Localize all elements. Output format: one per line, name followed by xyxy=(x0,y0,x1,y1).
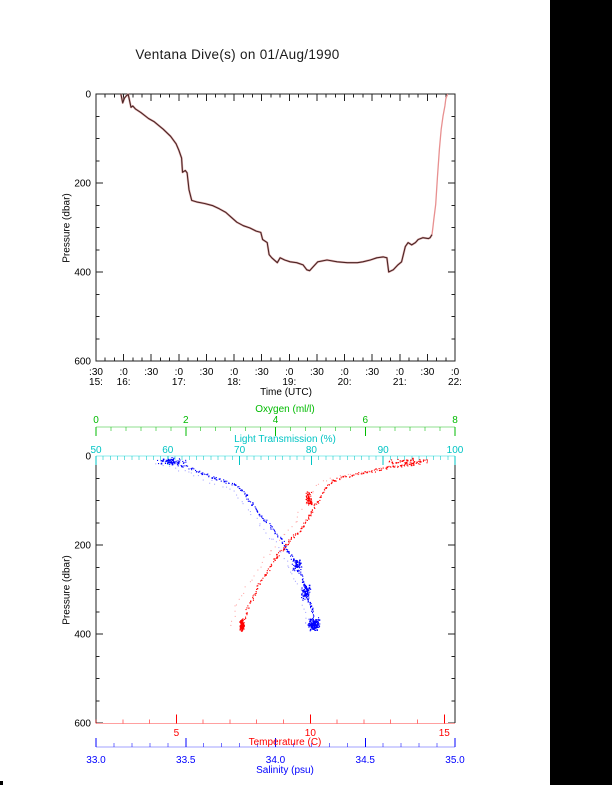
svg-text:200: 200 xyxy=(74,179,91,190)
svg-text:200: 200 xyxy=(74,541,91,552)
svg-text:4: 4 xyxy=(273,415,279,426)
svg-text:600: 600 xyxy=(74,357,91,368)
svg-text::30: :30 xyxy=(89,367,103,378)
svg-text:100: 100 xyxy=(447,445,464,456)
svg-text:60: 60 xyxy=(162,445,174,456)
svg-text:34.5: 34.5 xyxy=(356,755,376,766)
svg-text:5: 5 xyxy=(174,728,180,739)
svg-text::30: :30 xyxy=(200,367,214,378)
light-axis: 50 60 70 80 90 100 xyxy=(90,445,464,465)
salinity-axis-label: Salinity (psu) xyxy=(256,765,314,776)
svg-text:17:: 17: xyxy=(172,377,186,388)
svg-text:80: 80 xyxy=(306,445,318,456)
svg-text::0: :0 xyxy=(119,367,128,378)
svg-text:0: 0 xyxy=(93,415,99,426)
svg-text::30: :30 xyxy=(420,367,434,378)
svg-text:15: 15 xyxy=(439,728,451,739)
temperature-axis-label: Temperature (C) xyxy=(248,737,322,748)
svg-text::0: :0 xyxy=(230,367,239,378)
svg-text::0: :0 xyxy=(340,367,349,378)
right-black-bar xyxy=(550,0,612,785)
svg-text:6: 6 xyxy=(362,415,368,426)
time-axis-label: Time (UTC) xyxy=(260,387,312,398)
svg-text::30: :30 xyxy=(144,367,158,378)
bottom-plot-pressure-ticks: 0 200 400 600 xyxy=(74,452,455,730)
svg-text::30: :30 xyxy=(255,367,269,378)
svg-text:33.5: 33.5 xyxy=(176,755,196,766)
svg-text:2: 2 xyxy=(183,415,189,426)
svg-text:70: 70 xyxy=(234,445,246,456)
svg-text:90: 90 xyxy=(378,445,390,456)
svg-text:400: 400 xyxy=(74,268,91,279)
svg-text::0: :0 xyxy=(175,367,184,378)
svg-text:0: 0 xyxy=(85,90,91,101)
svg-text:16:: 16: xyxy=(117,377,131,388)
svg-text:50: 50 xyxy=(90,445,102,456)
corner-artifact xyxy=(0,781,3,785)
salinity-axis: 33.0 33.5 34.0 34.5 35.0 xyxy=(86,738,465,766)
oxygen-axis-label: Oxygen (ml/l) xyxy=(255,404,315,415)
svg-text::0: :0 xyxy=(396,367,405,378)
bottom-plot-ylabel: Pressure (dbar) xyxy=(61,555,73,625)
svg-text:15:: 15: xyxy=(89,377,103,388)
svg-text:35.0: 35.0 xyxy=(445,755,465,766)
svg-text:400: 400 xyxy=(74,630,91,641)
temperature-axis: 5 10 15 xyxy=(95,714,455,739)
dive-profile-plot: 0200400600:3015::016::30:017::30:018::30… xyxy=(74,90,462,389)
svg-text:22:: 22: xyxy=(448,377,462,388)
top-plot-ylabel: Pressure (dbar) xyxy=(61,193,73,263)
svg-text:34.0: 34.0 xyxy=(266,755,286,766)
svg-text::30: :30 xyxy=(365,367,379,378)
salinity-scatter-sparse xyxy=(155,462,307,624)
svg-text:10: 10 xyxy=(305,728,317,739)
top-plot-tick-labels: 0200400600:3015::016::30:017::30:018::30… xyxy=(74,90,462,389)
temperature-scatter xyxy=(239,457,428,632)
figure-title: Ventana Dive(s) on 01/Aug/1990 xyxy=(135,47,340,62)
dive-track xyxy=(119,93,449,274)
light-transmission-axis-label: Light Transmission (%) xyxy=(234,434,336,445)
temperature-scatter-sparse xyxy=(230,462,412,626)
svg-text:21:: 21: xyxy=(393,377,407,388)
svg-text::0: :0 xyxy=(451,367,460,378)
oxygen-axis: 0 2 4 6 8 xyxy=(93,415,458,436)
dive-track-ascent xyxy=(431,93,449,235)
svg-text:33.0: 33.0 xyxy=(86,755,106,766)
svg-text:20:: 20: xyxy=(338,377,352,388)
svg-text::0: :0 xyxy=(285,367,294,378)
salinity-scatter xyxy=(157,457,321,632)
top-plot-ticks xyxy=(95,93,456,362)
svg-text:0: 0 xyxy=(85,452,91,463)
svg-text:19:: 19: xyxy=(282,377,296,388)
svg-text::30: :30 xyxy=(310,367,324,378)
svg-text:600: 600 xyxy=(74,719,91,730)
svg-text:18:: 18: xyxy=(227,377,241,388)
svg-text:8: 8 xyxy=(452,415,458,426)
